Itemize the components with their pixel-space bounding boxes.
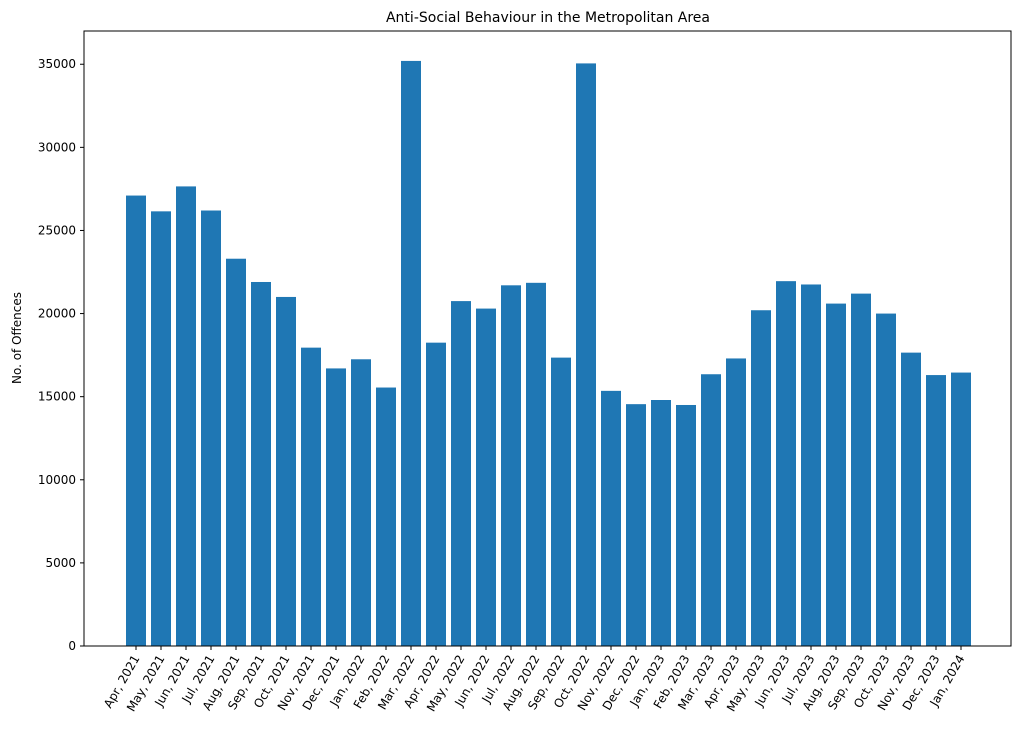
bar [876, 313, 896, 646]
y-axis-ticks: 0 5000 10000 15000 20000 25000 30000 35000 [38, 57, 84, 653]
bar [451, 301, 471, 646]
y-tick-label: 10000 [38, 473, 76, 487]
bar [126, 195, 146, 647]
bar [251, 281, 271, 646]
bar [226, 258, 246, 646]
y-tick-label: 30000 [38, 140, 76, 154]
y-tick-label: 0 [68, 639, 76, 653]
bar [776, 281, 796, 646]
bars-group [126, 60, 971, 647]
bar [851, 293, 871, 646]
bar [351, 359, 371, 646]
bar [951, 372, 971, 646]
bar [401, 60, 421, 647]
bar [201, 210, 221, 646]
y-tick-label: 15000 [38, 390, 76, 404]
y-axis-label: No. of Offences [10, 292, 24, 384]
bar [601, 390, 621, 646]
bar [826, 303, 846, 646]
plot-frame [83, 30, 1012, 647]
bar [301, 347, 321, 646]
bar [651, 400, 671, 646]
bar [426, 342, 446, 646]
bar [551, 357, 571, 646]
bar [751, 310, 771, 646]
bar [676, 404, 696, 646]
bar [901, 352, 921, 646]
bar [701, 374, 721, 646]
y-tick-label: 5000 [45, 556, 76, 570]
y-tick-label: 20000 [38, 307, 76, 321]
bar [526, 282, 546, 646]
bar [151, 211, 171, 646]
bar [576, 63, 596, 647]
bar [926, 375, 946, 646]
bar [276, 296, 296, 646]
chart-title: Anti-Social Behaviour in the Metropolita… [386, 10, 710, 26]
bar [376, 387, 396, 646]
bar [476, 308, 496, 646]
bar [176, 186, 196, 646]
y-tick-label: 25000 [38, 223, 76, 237]
bar [326, 368, 346, 646]
bar [626, 404, 646, 646]
y-tick-label: 35000 [38, 57, 76, 71]
bar [726, 358, 746, 646]
bar [501, 285, 521, 646]
bar [801, 284, 821, 646]
